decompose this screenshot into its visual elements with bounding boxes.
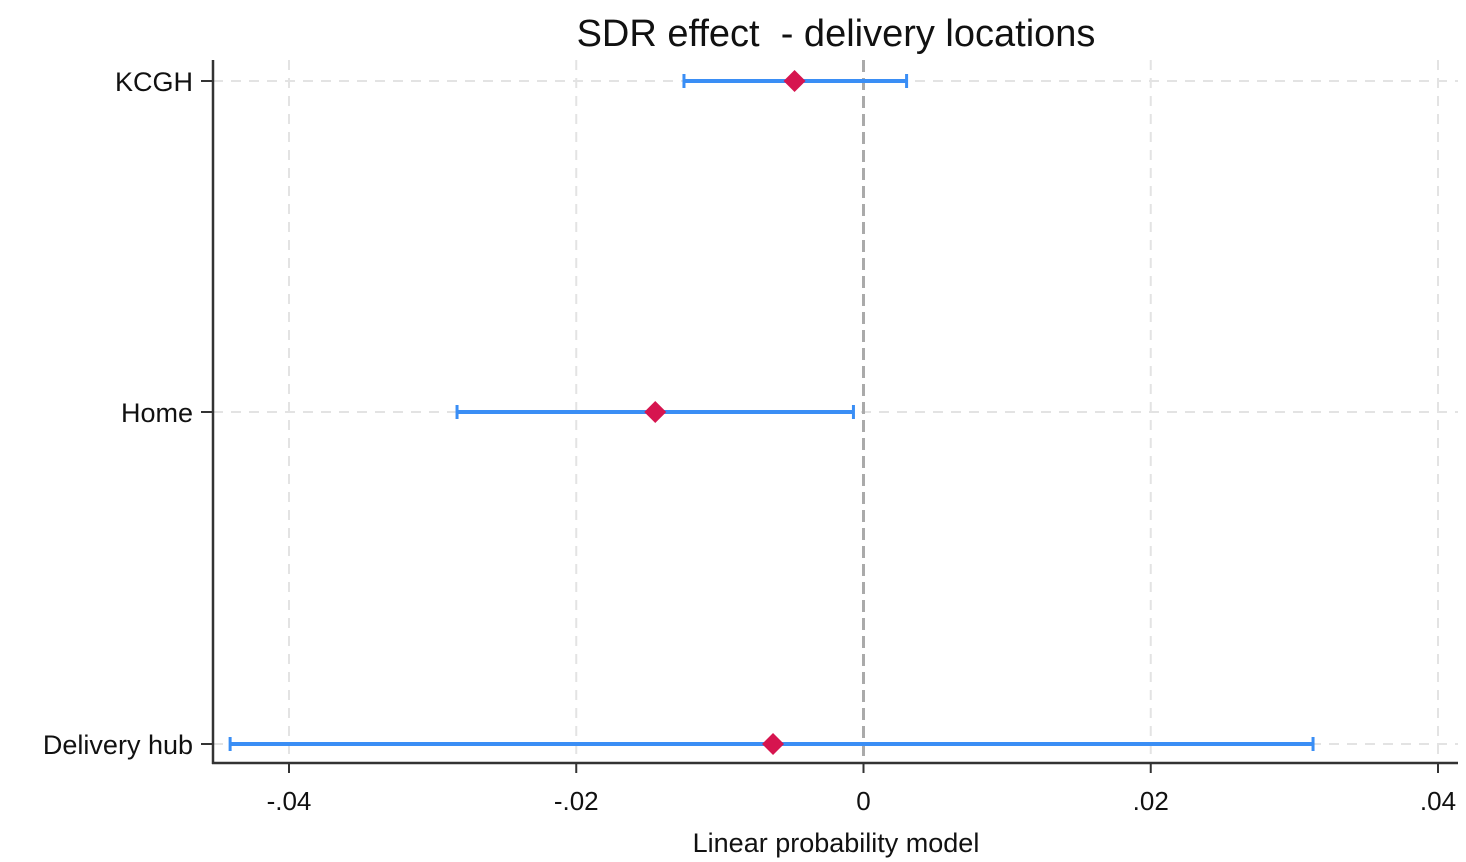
x-axis-label: Linear probability model bbox=[693, 828, 980, 858]
x-tick-label-0: -.04 bbox=[267, 786, 312, 816]
x-axis-ticks: -.04 -.02 0 .02 .04 bbox=[267, 763, 1456, 816]
point-estimate-0 bbox=[783, 70, 806, 92]
x-tick-label-3: .02 bbox=[1133, 786, 1169, 816]
y-category-label-1: Home bbox=[121, 398, 193, 428]
x-tick-label-1: -.02 bbox=[554, 786, 599, 816]
y-axis-categories: KCGH Home Delivery hub bbox=[43, 67, 213, 760]
y-category-label-0: KCGH bbox=[115, 67, 193, 97]
y-category-label-2: Delivery hub bbox=[43, 730, 193, 760]
chart-title: SDR effect - delivery locations bbox=[577, 13, 1096, 55]
x-tick-label-2: 0 bbox=[856, 786, 870, 816]
x-tick-label-4: .04 bbox=[1420, 786, 1456, 816]
plot-marks bbox=[228, 70, 1315, 755]
point-estimate-1 bbox=[644, 401, 667, 423]
point-estimate-2 bbox=[762, 733, 785, 755]
